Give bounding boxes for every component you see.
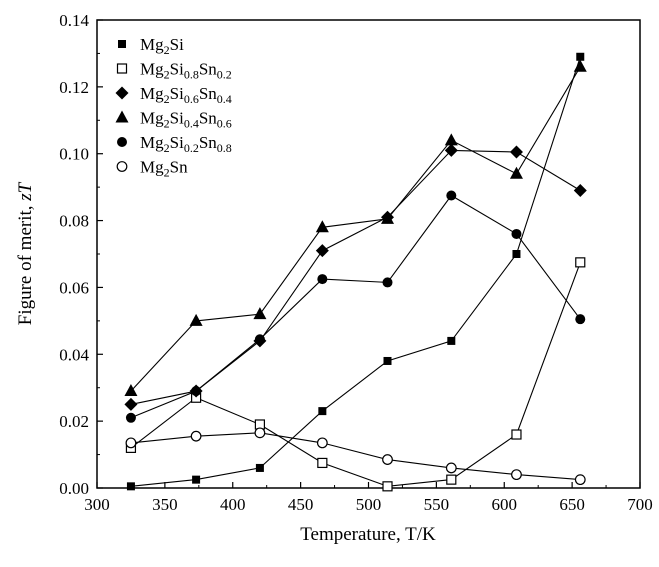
series-4-point [575, 314, 586, 325]
series-3-point [124, 384, 138, 397]
series-0-point [512, 250, 521, 258]
series-5-point [382, 454, 393, 465]
x-tick-label: 400 [220, 495, 246, 514]
series-5-point [190, 430, 202, 442]
legend-label-5: Mg2Sn [140, 158, 188, 180]
x-axis-title: Temperature, T/K [300, 524, 436, 545]
x-tick-label: 700 [627, 495, 653, 514]
x-tick-label: 350 [152, 495, 178, 514]
series-5-point [511, 469, 522, 481]
y-tick-label: 0.02 [59, 412, 89, 431]
series-3-point [315, 220, 329, 233]
y-axis-title: Figure of merit, zT [15, 181, 36, 325]
legend-marker-3 [115, 110, 129, 123]
series-4-point [511, 228, 522, 239]
series-4-line [130, 194, 581, 419]
series-0-point [576, 52, 585, 61]
y-tick-label: 0.10 [59, 145, 89, 164]
series-2-point [509, 145, 523, 159]
series-0-point [318, 407, 327, 416]
series-5-line [130, 432, 581, 481]
series-3-point [509, 166, 523, 179]
legend-marker-2 [115, 86, 129, 100]
series-4-point [446, 190, 457, 201]
series-2-line [130, 149, 581, 405]
series-1-point [511, 429, 522, 440]
series-2-point [573, 183, 587, 197]
x-tick-label: 550 [424, 495, 450, 514]
series-0-point [126, 482, 135, 491]
series-3-line [130, 66, 581, 392]
series-0-point [447, 336, 456, 345]
x-tick-label: 650 [559, 495, 585, 514]
x-tick-label: 450 [288, 495, 314, 514]
legend-label-0: Mg2Si [140, 35, 184, 57]
series-5-point [125, 437, 137, 449]
legend-label-3: Mg2Si0.4Sn0.6 [140, 109, 232, 131]
series-4-point [191, 386, 202, 397]
legend-marker-4 [117, 137, 127, 147]
x-tick-label: 300 [84, 495, 110, 514]
series-0-point [255, 463, 264, 472]
legend-label-4: Mg2Si0.2Sn0.8 [140, 133, 232, 155]
series-0-line [130, 56, 581, 487]
series-1-point [317, 457, 328, 469]
series-4-point [317, 274, 328, 285]
series-4-point [382, 277, 393, 288]
series-4-point [254, 334, 265, 345]
y-tick-label: 0.06 [59, 278, 89, 297]
legend-marker-0 [118, 40, 126, 48]
series-5-point [574, 474, 586, 486]
series-0-point [192, 475, 201, 484]
series-lines [130, 56, 581, 487]
y-tick-label: 0.08 [59, 212, 89, 231]
x-tick-label: 600 [492, 495, 518, 514]
y-tick-label: 0.12 [59, 78, 89, 97]
series-5-point [254, 427, 266, 439]
y-tick-label: 0.00 [59, 479, 89, 498]
series-1-line [130, 262, 581, 487]
y-tick-label: 0.04 [59, 345, 89, 364]
x-tick-label: 500 [356, 495, 382, 514]
series-1-point [446, 474, 457, 485]
series-3-point [573, 59, 587, 72]
series-4-point [125, 412, 136, 423]
y-tick-label: 0.14 [59, 11, 89, 30]
series-5-point [316, 437, 328, 449]
series-2-point [124, 397, 138, 411]
series-2-point [315, 244, 329, 258]
series-3-point [444, 133, 458, 146]
series-0-point [383, 356, 392, 365]
axis-ticks: 300 350 400 450 500 550 600 650 700 0.00 0.02 0.04 0… [59, 11, 653, 514]
series-2-point [444, 143, 458, 157]
series-1-point [575, 257, 586, 268]
series-markers [124, 52, 587, 492]
series-1-point [382, 481, 393, 492]
legend-label-1: Mg2Si0.8Sn0.2 [140, 60, 232, 82]
legend-marker-1 [116, 63, 128, 74]
series-3-point [381, 211, 395, 224]
series-3-point [189, 313, 203, 326]
legend-label-2: Mg2Si0.6Sn0.4 [140, 84, 232, 106]
series-5-point [445, 462, 457, 474]
legend-marker-5 [116, 161, 128, 172]
series-3-point [253, 307, 267, 320]
